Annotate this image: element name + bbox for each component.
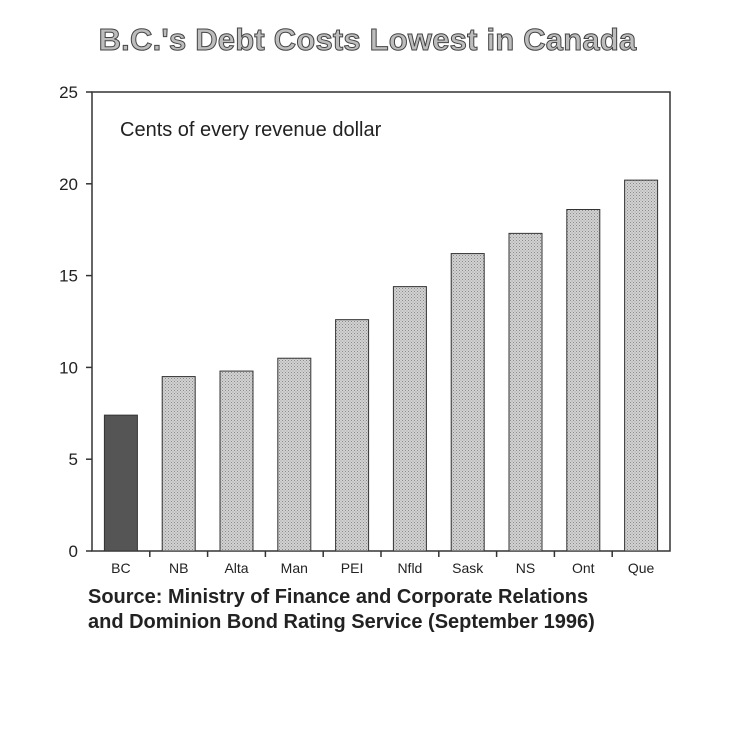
- x-tick-label: Que: [628, 560, 655, 576]
- y-tick-label: 10: [59, 358, 78, 377]
- bar-bc: [103, 414, 138, 552]
- source-line-2: and Dominion Bond Rating Service (Septem…: [88, 611, 595, 633]
- y-tick-label: 25: [59, 83, 78, 102]
- x-tick-label: BC: [111, 560, 130, 576]
- x-tick-label: Sask: [452, 560, 484, 576]
- bar-ns: [508, 232, 543, 552]
- chart-title: B.C.'s Debt Costs Lowest in Canada: [98, 22, 637, 58]
- bar-sask: [450, 253, 485, 552]
- bar-nfld: [392, 286, 427, 552]
- y-tick-label: 0: [69, 542, 78, 561]
- bar-pei: [335, 319, 370, 552]
- x-tick-label: PEI: [341, 560, 364, 576]
- x-tick-label: Nfld: [397, 560, 422, 576]
- y-tick-label: 15: [59, 267, 78, 286]
- bar-series: [103, 179, 659, 552]
- source-line-1: Source: Ministry of Finance and Corporat…: [88, 586, 589, 608]
- x-tick-label: NS: [516, 560, 535, 576]
- y-tick-label: 5: [69, 450, 78, 469]
- bar-man: [277, 357, 312, 552]
- x-tick-label: Alta: [224, 560, 248, 576]
- bar-nb: [161, 376, 196, 552]
- bar-ont: [566, 209, 601, 552]
- chart-annotation: Cents of every revenue dollar: [120, 119, 382, 141]
- x-tick-label: Ont: [572, 560, 595, 576]
- y-axis: 0 5 10 15 20 25: [59, 83, 92, 561]
- bar-alta: [219, 370, 254, 552]
- x-axis: BC NB Alta Man PEI Nfld Sask NS Ont Que: [111, 551, 655, 576]
- source-note: Source: Ministry of Finance and Corporat…: [88, 585, 708, 635]
- y-tick-label: 20: [59, 175, 78, 194]
- x-tick-label: Man: [281, 560, 308, 576]
- x-tick-label: NB: [169, 560, 188, 576]
- bar-que: [624, 179, 659, 552]
